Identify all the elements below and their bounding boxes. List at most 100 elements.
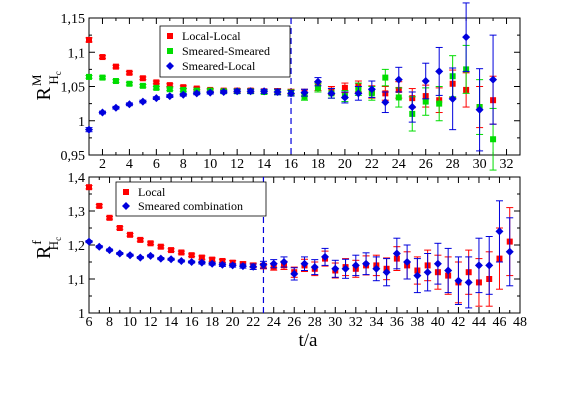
x-tick-label: 36: [390, 315, 404, 330]
data-point: [166, 82, 173, 89]
data-point: [448, 94, 457, 103]
data-point: [125, 100, 134, 109]
data-point: [85, 237, 93, 246]
x-tick-label: 18: [311, 157, 325, 172]
data-point: [137, 236, 144, 243]
data-point: [327, 89, 336, 98]
data-point: [246, 87, 255, 96]
data-point: [260, 87, 269, 96]
data-point: [179, 90, 188, 99]
data-point: [395, 94, 402, 101]
data-point: [423, 268, 432, 277]
data-point: [474, 261, 483, 270]
data-point: [367, 85, 376, 94]
data-point: [138, 97, 147, 106]
y-tick-label: 1: [78, 307, 85, 322]
series-smeared-combination: [85, 200, 514, 309]
data-point: [115, 249, 124, 258]
y-tick-label: 1,2: [68, 239, 86, 254]
data-point: [95, 242, 104, 251]
data-point: [249, 262, 258, 271]
data-point: [444, 266, 453, 275]
x-tick-label: 38: [410, 315, 424, 330]
data-point: [313, 77, 322, 86]
x-tick-label: 32: [500, 157, 514, 172]
data-point: [177, 256, 186, 265]
data-point: [219, 87, 228, 96]
data-point: [99, 54, 106, 61]
y-axis-label: Rf Hc: [29, 237, 63, 259]
data-point: [139, 75, 146, 82]
data-point: [126, 251, 135, 260]
legend-label: Local: [138, 185, 166, 199]
x-tick-label: 18: [205, 315, 219, 330]
x-tick-label: 40: [431, 315, 445, 330]
data-point: [167, 255, 176, 264]
x-tick-label: 10: [123, 315, 137, 330]
data-point: [310, 263, 319, 272]
x-tick-label: 14: [164, 315, 178, 330]
data-point: [153, 79, 160, 86]
data-point: [168, 247, 175, 254]
data-point: [422, 98, 429, 105]
panel-mass-ratio: 2 4 6 8 10 12 14 16 18 20 22 24 26 28 30 320,9511,051,1…: [29, 2, 521, 172]
data-point: [152, 94, 161, 103]
data-point: [341, 84, 348, 91]
data-point: [105, 246, 114, 255]
x-tick-label: 22: [246, 315, 260, 330]
legend-label: Smeared-Smeared: [182, 44, 270, 58]
data-point: [351, 261, 360, 270]
x-tick-label: 28: [446, 157, 460, 172]
x-tick-label: 4: [126, 157, 133, 172]
data-point: [421, 77, 430, 86]
data-point: [98, 108, 107, 117]
data-point: [462, 33, 471, 42]
x-tick-label: 8: [180, 157, 187, 172]
data-point: [99, 74, 106, 81]
y-tick-label: 0,95: [61, 149, 86, 164]
x-tick-label: 12: [144, 315, 158, 330]
data-point: [435, 67, 444, 76]
x-axis-label: t/a: [299, 330, 319, 351]
data-point: [314, 84, 321, 91]
data-point: [362, 259, 371, 268]
legend-marker: [123, 189, 129, 195]
data-point: [157, 243, 164, 250]
x-tick-label: 14: [257, 157, 271, 172]
data-point: [126, 69, 133, 76]
data-point: [86, 184, 92, 191]
y-tick-label: 1,05: [61, 81, 86, 96]
data-point: [300, 88, 309, 97]
data-point: [259, 260, 268, 269]
data-point: [382, 268, 391, 277]
legend-marker: [166, 62, 174, 70]
legend-marker: [167, 33, 173, 39]
y-tick-label: 1,4: [68, 171, 86, 186]
x-tick-label: 2: [99, 157, 106, 172]
x-tick-label: 30: [328, 315, 342, 330]
legend-box: [159, 25, 291, 78]
data-point: [392, 249, 401, 258]
data-point: [166, 86, 173, 93]
x-tick-label: 10: [203, 157, 217, 172]
data-point: [209, 256, 216, 263]
data-point: [290, 269, 299, 278]
x-tick-label: 12: [230, 157, 244, 172]
data-point: [111, 103, 120, 112]
data-point: [187, 258, 196, 266]
data-point: [354, 89, 363, 98]
data-point: [192, 89, 201, 98]
data-point: [206, 88, 215, 97]
data-point: [238, 262, 247, 271]
data-point: [153, 84, 160, 91]
legend-label: Local-Local: [182, 29, 241, 43]
y-tick-label: 1: [78, 115, 85, 130]
data-point: [475, 105, 484, 114]
legend-label: Smeared combination: [138, 199, 243, 213]
data-point: [269, 259, 278, 268]
x-tick-label: 16: [185, 315, 199, 330]
data-point: [106, 214, 113, 221]
x-tick-label: 30: [473, 157, 487, 172]
data-point: [340, 93, 349, 102]
